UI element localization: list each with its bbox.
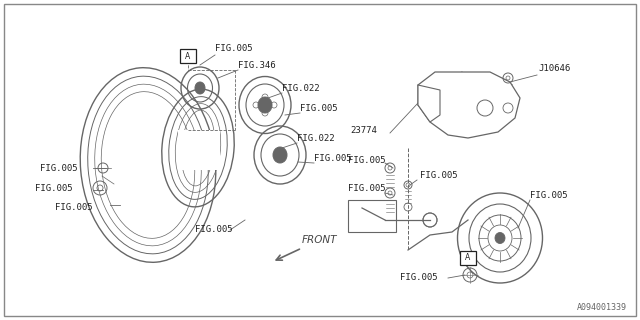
Text: FIG.005: FIG.005 (314, 154, 351, 163)
PathPatch shape (418, 72, 520, 138)
Bar (460, 251, 476, 265)
Text: FIG.005: FIG.005 (348, 183, 386, 193)
Text: FIG.005: FIG.005 (420, 171, 458, 180)
Text: 23774: 23774 (350, 125, 377, 134)
Text: FIG.005: FIG.005 (348, 156, 386, 164)
Text: FIG.005: FIG.005 (300, 103, 338, 113)
Ellipse shape (495, 233, 505, 244)
Text: A: A (465, 253, 470, 262)
Text: FIG.005: FIG.005 (35, 183, 72, 193)
Text: FIG.022: FIG.022 (282, 84, 319, 92)
Bar (180, 49, 196, 63)
Text: FIG.005: FIG.005 (530, 190, 568, 199)
Ellipse shape (273, 147, 287, 163)
Text: J10646: J10646 (538, 63, 570, 73)
Text: FRONT: FRONT (302, 235, 337, 245)
Ellipse shape (258, 97, 272, 113)
Text: FIG.005: FIG.005 (400, 274, 438, 283)
Text: A094001339: A094001339 (577, 303, 627, 312)
Text: FIG.005: FIG.005 (215, 44, 253, 52)
Bar (348, 200, 396, 232)
Text: FIG.022: FIG.022 (297, 133, 335, 142)
Text: FIG.005: FIG.005 (55, 203, 93, 212)
Bar (178, 130, 220, 170)
Ellipse shape (195, 82, 205, 94)
Text: A: A (186, 52, 191, 60)
Text: FIG.346: FIG.346 (238, 60, 276, 69)
PathPatch shape (418, 85, 440, 122)
Text: FIG.005: FIG.005 (195, 226, 232, 235)
Text: FIG.005: FIG.005 (40, 164, 77, 172)
